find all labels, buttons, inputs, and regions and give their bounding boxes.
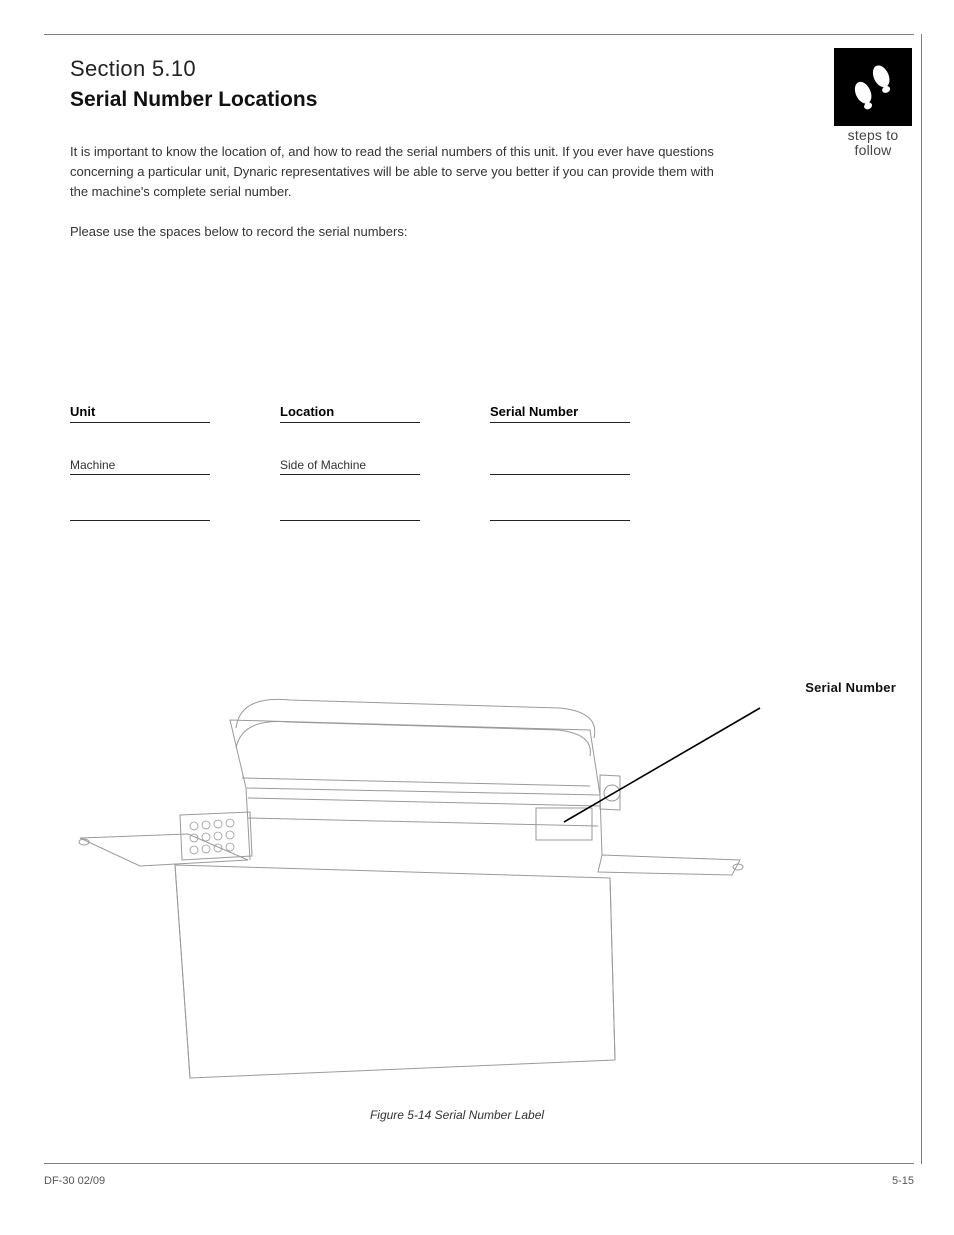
footer: DF-30 02/09 5-15 (44, 1175, 914, 1187)
blanks-row-2 (70, 503, 710, 521)
blanks-table: Unit Location Serial Number Machine Side… (70, 404, 710, 549)
section-number: Section 5.10 (70, 56, 770, 82)
blank-serial-2[interactable] (490, 503, 630, 521)
paragraph-1: It is important to know the location of,… (70, 142, 730, 202)
badge-line2: follow (855, 142, 892, 158)
blanks-header-row: Unit Location Serial Number (70, 404, 710, 423)
figure-caption: Figure 5-14 Serial Number Label (0, 1108, 914, 1122)
machine-figure (60, 660, 780, 1090)
header-block: Section 5.10 Serial Number Locations It … (70, 56, 770, 263)
blanks-row-1: Machine Side of Machine (70, 457, 710, 475)
blank-serial-1[interactable] (490, 457, 630, 475)
page: steps to follow Section 5.10 Serial Numb… (0, 0, 954, 1235)
figure-pointer-label: Serial Number (805, 680, 896, 695)
footer-right: 5-15 (892, 1175, 914, 1187)
blank-unit-1: Machine (70, 457, 210, 475)
blanks-header-serial: Serial Number (490, 404, 630, 423)
steps-to-follow-badge: steps to follow (834, 48, 912, 159)
section-title: Serial Number Locations (70, 88, 770, 112)
blank-unit-2[interactable] (70, 503, 210, 521)
blank-location-2[interactable] (280, 503, 420, 521)
footer-left: DF-30 02/09 (44, 1175, 105, 1187)
badge-line1: steps to (848, 127, 899, 143)
badge-caption: steps to follow (834, 128, 912, 159)
blank-location-1: Side of Machine (280, 457, 420, 475)
blanks-header-unit: Unit (70, 404, 210, 423)
right-rule (921, 34, 922, 1164)
blanks-header-location: Location (280, 404, 420, 423)
paragraph-2: Please use the spaces below to record th… (70, 222, 730, 242)
footprints-icon (834, 48, 912, 126)
